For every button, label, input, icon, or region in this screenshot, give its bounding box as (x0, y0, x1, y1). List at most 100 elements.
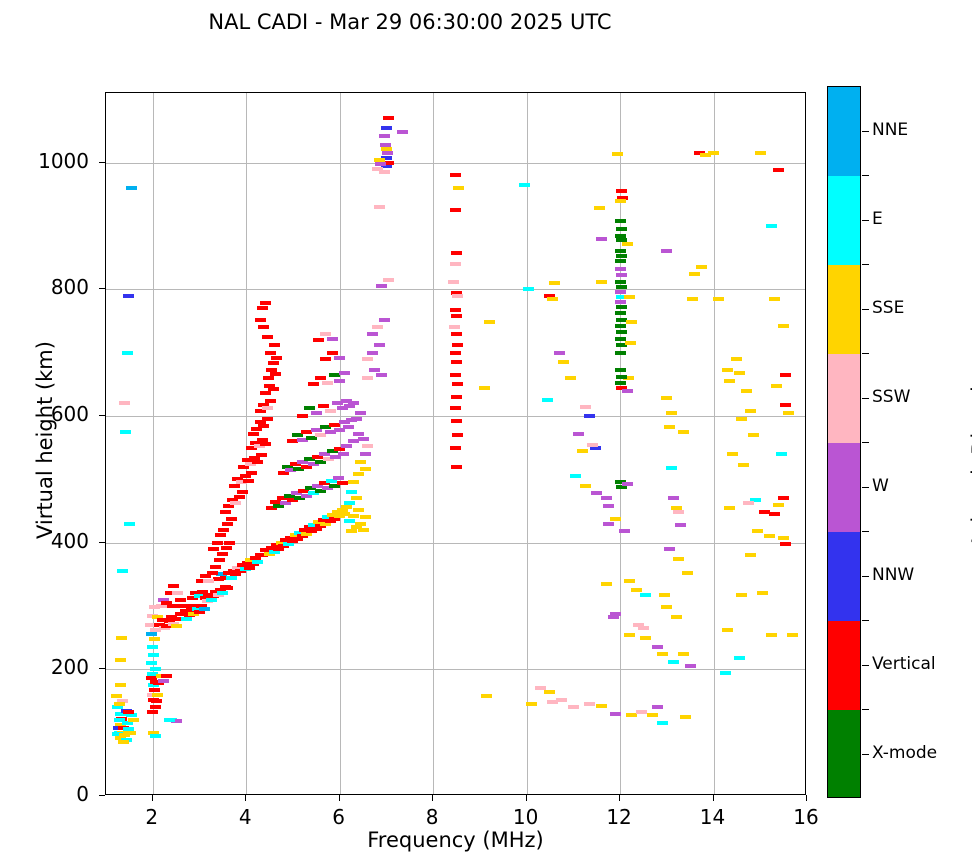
echo-point (479, 385, 491, 390)
colorbar-tick (862, 308, 869, 310)
echo-point (549, 281, 561, 285)
colorbar-label-vertical: Vertical (872, 653, 936, 674)
echo-point (116, 635, 128, 640)
echo-point (523, 287, 535, 292)
echo-point (267, 360, 279, 365)
echo-point (307, 462, 319, 467)
echo-point (577, 448, 589, 453)
page-title: NAL CADI - Mar 29 06:30:00 2025 UTC (208, 10, 612, 34)
echo-point (724, 505, 736, 510)
echo-point (278, 471, 290, 475)
echo-point (614, 267, 626, 272)
echo-point (222, 503, 234, 508)
echo-point (782, 410, 794, 415)
echo-point (255, 453, 267, 458)
echo-point (214, 533, 226, 538)
colorbar-tick (862, 486, 869, 488)
echo-point (232, 477, 244, 482)
echo-point (359, 452, 371, 456)
echo-point (759, 510, 771, 515)
echo-point (670, 615, 682, 620)
echo-point (344, 403, 356, 408)
echo-point (724, 379, 736, 384)
echo-point (198, 606, 210, 611)
gridline-horizontal (106, 669, 805, 671)
echo-point (350, 525, 362, 530)
echo-point (483, 320, 495, 325)
colorbar-label-sse: SSE (872, 297, 905, 318)
echo-point (114, 735, 126, 740)
echo-point (268, 549, 280, 554)
echo-point (326, 449, 338, 454)
echo-point (308, 382, 320, 387)
echo-point (126, 712, 138, 717)
echo-point (303, 525, 315, 530)
echo-point (119, 401, 131, 406)
echo-point (380, 125, 392, 130)
echo-point (124, 730, 136, 735)
echo-point (450, 307, 462, 312)
echo-point (352, 507, 364, 512)
echo-point (322, 381, 334, 386)
echo-point (260, 441, 272, 446)
echo-point (222, 586, 233, 591)
echo-point (205, 597, 217, 602)
echo-point (334, 378, 346, 383)
colorbar-segment-w (828, 443, 860, 532)
echo-point (207, 547, 219, 551)
echo-point (203, 578, 215, 583)
echo-point (661, 249, 673, 254)
echo-point (546, 700, 558, 705)
echo-point (362, 357, 374, 361)
colorbar-tick (862, 397, 869, 399)
echo-point (451, 313, 462, 318)
echo-point (185, 607, 197, 612)
echo-point (614, 233, 626, 238)
echo-point (250, 555, 262, 560)
echo-point (448, 279, 460, 284)
gridline-vertical (152, 93, 154, 794)
y-tick (99, 668, 105, 670)
echo-point (614, 198, 626, 203)
echo-point (329, 373, 341, 378)
colorbar-boundary-tick (862, 531, 869, 533)
echo-point (164, 591, 176, 596)
echo-point (147, 644, 159, 649)
echo-point (271, 355, 283, 360)
echo-point (114, 683, 126, 688)
colorbar-boundary-tick (862, 709, 869, 711)
echo-point (359, 467, 371, 472)
echo-point (544, 689, 556, 694)
echo-point (615, 294, 627, 299)
echo-point (743, 501, 755, 506)
echo-point (586, 442, 598, 447)
echo-point (254, 420, 266, 425)
echo-point (322, 457, 334, 462)
echo-point (112, 725, 124, 730)
echo-point (267, 387, 279, 392)
echo-point (355, 411, 367, 416)
echo-point (217, 552, 229, 557)
echo-point (615, 374, 627, 379)
echo-point (383, 277, 395, 282)
echo-point (383, 160, 395, 165)
echo-point (773, 168, 785, 173)
echo-point (246, 471, 258, 475)
echo-point (373, 157, 385, 162)
echo-point (329, 516, 341, 521)
echo-point (451, 464, 462, 469)
echo-point (348, 439, 360, 444)
echo-point (623, 632, 635, 637)
echo-point (614, 311, 626, 316)
echo-point (157, 678, 169, 683)
echo-point (260, 391, 272, 396)
gridline-vertical (713, 93, 715, 794)
echo-point (362, 444, 374, 449)
echo-point (341, 505, 353, 510)
echo-point (114, 657, 126, 662)
gridline-horizontal (106, 542, 805, 544)
echo-point (313, 338, 325, 342)
echo-point (327, 336, 339, 341)
echo-point (614, 258, 626, 263)
echo-point (273, 547, 285, 551)
